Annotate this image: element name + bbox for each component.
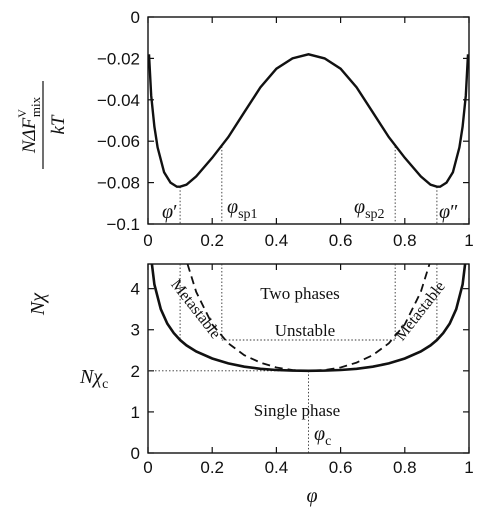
phi-prime: ″ — [450, 201, 458, 223]
n-chi-c-sub: c — [102, 377, 108, 392]
phi-symbol: φ — [354, 196, 365, 218]
spinodal-curve — [186, 264, 431, 372]
top-y-tick-label: 0 — [131, 8, 140, 27]
top-x-tick-label: 0.2 — [200, 231, 224, 250]
bottom-y-tick-label: 1 — [131, 403, 140, 422]
top-x-tick-label: 0.6 — [329, 231, 353, 250]
bottom-x-tick-label: 0.2 — [200, 458, 224, 477]
phi-c-label: φc — [314, 423, 331, 449]
top-phi-label: φsp2 — [354, 196, 385, 222]
bottom-y-tick-label: 3 — [131, 321, 140, 340]
bottom-y-tick-label: 0 — [131, 444, 140, 463]
top-phi-label: φ″ — [439, 201, 458, 223]
top-phi-label: φsp1 — [227, 196, 258, 222]
phi-prime: ′ — [173, 201, 177, 223]
y-label-num-prefix: NΔF — [19, 117, 40, 154]
phi-subscript: sp2 — [365, 207, 384, 222]
bottom-x-tick-label: 0.8 — [393, 458, 417, 477]
y-label-num-sub: mix — [28, 96, 43, 117]
single-phase-label: Single phase — [254, 401, 340, 420]
top-x-tick-label: 0 — [143, 231, 152, 250]
top-x-tick-label: 1 — [464, 231, 473, 250]
top-plot-frame — [147, 16, 470, 225]
bottom-y-tick-label: 4 — [131, 280, 140, 299]
n-chi-c-tick-label: Nχc — [79, 366, 108, 392]
phi-c-sub: c — [325, 434, 331, 449]
bottom-y-axis-label: Nχ — [27, 292, 49, 316]
top-y-tick-label: −0.04 — [97, 91, 140, 110]
bottom-x-tick-label: 0 — [143, 458, 152, 477]
phi-symbol: φ — [227, 196, 238, 218]
bottom-x-tick-label: 0.6 — [329, 458, 353, 477]
bottom-x-tick-label: 0.4 — [265, 458, 289, 477]
n-chi-c-prefix: Nχ — [79, 366, 103, 388]
metastable-right-label: Metastable — [392, 278, 449, 344]
top-x-tick-label: 0.8 — [393, 231, 417, 250]
phi-symbol: φ — [439, 201, 450, 223]
bottom-y-tick-label: 2 — [131, 362, 140, 381]
two-phases-label: Two phases — [260, 284, 340, 303]
y-label-numerator: NΔFVmix — [15, 96, 43, 154]
bottom-x-axis-label: φ — [306, 485, 317, 507]
phi-c-symbol: φ — [314, 423, 325, 445]
top-y-tick-label: −0.1 — [106, 215, 140, 234]
unstable-label: Unstable — [275, 321, 335, 340]
y-label-num-sup: V — [15, 109, 29, 118]
binodal-curve — [150, 264, 467, 373]
y-label-denominator: kT — [48, 114, 69, 134]
top-y-tick-label: −0.02 — [97, 49, 140, 68]
free-energy-chart: 0 0.2 0.4 0.6 0.8 1 0 −0.02 −0.04 −0.06 −0.08 −0.1 φ… — [15, 8, 474, 250]
top-x-tick-label: 0.4 — [265, 231, 289, 250]
phi-subscript: sp1 — [238, 207, 257, 222]
top-y-tick-label: −0.08 — [97, 174, 140, 193]
metastable-left-label: Metastable — [167, 276, 224, 342]
bottom-plot-frame — [147, 263, 470, 454]
phi-symbol: φ — [162, 201, 173, 223]
free-energy-curve — [148, 53, 469, 188]
top-phi-label: φ′ — [162, 201, 177, 223]
bottom-x-tick-label: 1 — [464, 458, 473, 477]
top-y-tick-label: −0.06 — [97, 132, 140, 151]
